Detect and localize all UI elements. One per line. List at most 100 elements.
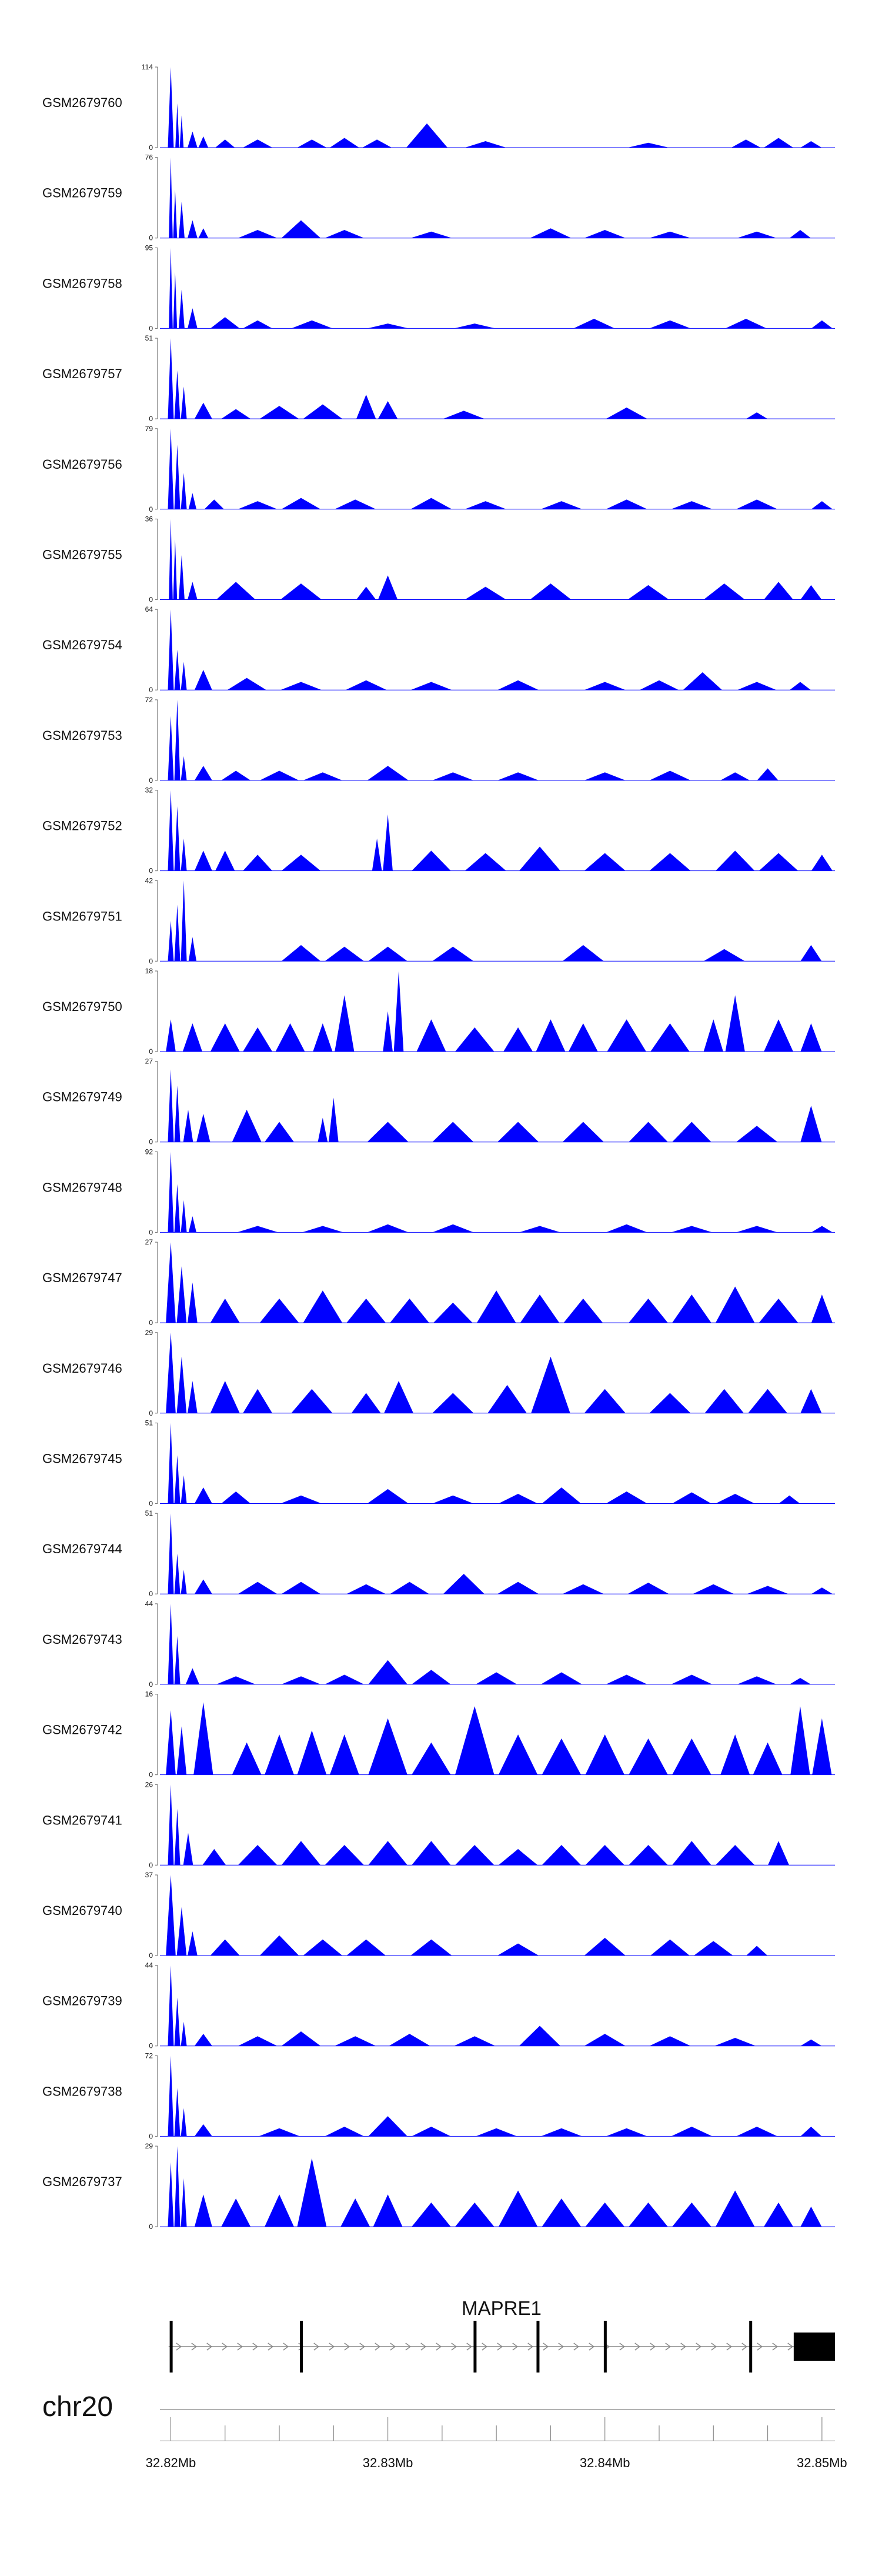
coverage-peak bbox=[238, 230, 278, 238]
coverage-peak bbox=[606, 1674, 647, 1684]
coverage-track: GSM2679744 51 0 bbox=[42, 1509, 835, 1598]
strand-arrow bbox=[589, 2343, 595, 2351]
coverage-peak bbox=[174, 1085, 181, 1142]
coverage-peak bbox=[169, 248, 173, 329]
y-tick-label-zero: 0 bbox=[149, 1590, 153, 1598]
coverage-peak bbox=[725, 318, 767, 329]
coverage-peak bbox=[764, 1019, 793, 1052]
exon bbox=[793, 2333, 835, 2361]
coverage-track: GSM2679755 36 0 bbox=[42, 515, 835, 604]
coverage-peak bbox=[584, 2034, 626, 2046]
coverage-peak bbox=[377, 575, 398, 600]
coverage-peak bbox=[168, 1423, 174, 1504]
coverage-peak bbox=[168, 2056, 174, 2137]
coverage-peak bbox=[432, 1393, 474, 1413]
coverage-peak bbox=[683, 672, 723, 690]
y-tick-label-max: 27 bbox=[145, 1057, 153, 1066]
coverage-peak bbox=[194, 2194, 212, 2227]
y-tick-label-zero: 0 bbox=[149, 144, 153, 152]
coverage-peak bbox=[168, 2162, 174, 2227]
coverage-peak bbox=[168, 338, 174, 419]
coverage-peak bbox=[168, 428, 174, 509]
coverage-peak bbox=[193, 1702, 213, 1775]
coverage-peak bbox=[455, 1027, 495, 1052]
coverage-peak bbox=[210, 1381, 240, 1413]
coverage-peak bbox=[703, 1019, 723, 1052]
strand-arrow bbox=[650, 2343, 656, 2351]
coverage-peak bbox=[649, 2036, 691, 2046]
coverage-peak bbox=[715, 850, 755, 871]
y-tick-label-max: 29 bbox=[145, 2142, 153, 2150]
coverage-peak bbox=[175, 103, 179, 148]
strand-arrow bbox=[497, 2343, 503, 2351]
coverage-peak bbox=[181, 662, 187, 690]
coverage-peak bbox=[291, 1389, 333, 1413]
coverage-track: GSM2679753 72 0 bbox=[42, 696, 835, 785]
coverage-peak bbox=[194, 2034, 212, 2046]
strand-arrow bbox=[313, 2343, 320, 2351]
coverage-peak bbox=[227, 678, 266, 690]
coverage-peak bbox=[188, 1381, 198, 1413]
coverage-peak bbox=[181, 2021, 187, 2046]
coverage-peak bbox=[465, 501, 506, 509]
coverage-peak bbox=[606, 1224, 647, 1233]
coverage-peak bbox=[265, 1734, 294, 1775]
coverage-peak bbox=[221, 1491, 251, 1504]
coverage-peak bbox=[174, 806, 181, 871]
coverage-peak bbox=[174, 1636, 181, 1684]
coverage-track: GSM2679757 51 0 bbox=[42, 334, 835, 423]
coverage-peak bbox=[202, 1848, 226, 1866]
coverage-track: GSM2679740 37 0 bbox=[42, 1871, 835, 1960]
coverage-peak bbox=[221, 770, 251, 780]
coverage-track: GSM2679752 32 0 bbox=[42, 786, 835, 875]
coverage-peak bbox=[265, 2194, 294, 2227]
coverage-peak bbox=[168, 1784, 174, 1866]
coverage-peak bbox=[194, 1487, 212, 1504]
strand-arrow bbox=[375, 2343, 381, 2351]
strand-arrow bbox=[512, 2343, 519, 2351]
coverage-peak bbox=[168, 920, 174, 962]
coverage-peak bbox=[281, 498, 321, 509]
genome-tick-label: 32.84Mb bbox=[580, 2455, 630, 2470]
y-tick-label-zero: 0 bbox=[149, 1861, 153, 1869]
coverage-peak bbox=[346, 1584, 386, 1594]
strand-arrow bbox=[359, 2343, 366, 2351]
coverage-peak bbox=[325, 2126, 364, 2137]
y-tick-label-max: 79 bbox=[145, 425, 153, 433]
coverage-peak bbox=[259, 1935, 299, 1956]
coverage-peak bbox=[736, 2126, 778, 2137]
y-tick-label-zero: 0 bbox=[149, 2042, 153, 2050]
coverage-peak bbox=[389, 2034, 430, 2046]
strand-arrow bbox=[741, 2343, 748, 2351]
coverage-peak bbox=[737, 1676, 777, 1684]
coverage-peak bbox=[181, 2108, 187, 2137]
coverage-peak bbox=[179, 115, 184, 148]
coverage-peak bbox=[215, 139, 235, 148]
coverage-peak bbox=[432, 946, 474, 962]
coverage-peak bbox=[410, 682, 452, 690]
coverage-track: GSM2679749 27 0 bbox=[42, 1057, 835, 1146]
coverage-peak bbox=[800, 2039, 822, 2046]
coverage-peak bbox=[173, 272, 178, 329]
coverage-peak bbox=[174, 699, 181, 780]
coverage-peak bbox=[194, 1579, 212, 1594]
coverage-peak bbox=[194, 2124, 212, 2137]
coverage-peak bbox=[325, 1845, 364, 1866]
track-label: GSM2679747 bbox=[42, 1270, 122, 1285]
coverage-peak bbox=[764, 138, 793, 148]
coverage-peak bbox=[166, 1710, 176, 1775]
coverage-peak bbox=[465, 586, 506, 600]
coverage-peak bbox=[476, 2128, 517, 2137]
coverage-peak bbox=[188, 493, 197, 509]
coverage-peak bbox=[243, 855, 273, 871]
coverage-peak bbox=[720, 1734, 750, 1775]
coverage-peak bbox=[368, 1841, 407, 1866]
coverage-peak bbox=[174, 1184, 181, 1233]
coverage-peak bbox=[356, 586, 376, 600]
coverage-peak bbox=[455, 1706, 495, 1775]
coverage-peak bbox=[176, 1266, 187, 1323]
y-tick-label-max: 37 bbox=[145, 1871, 153, 1879]
coverage-peak bbox=[416, 1019, 446, 1052]
